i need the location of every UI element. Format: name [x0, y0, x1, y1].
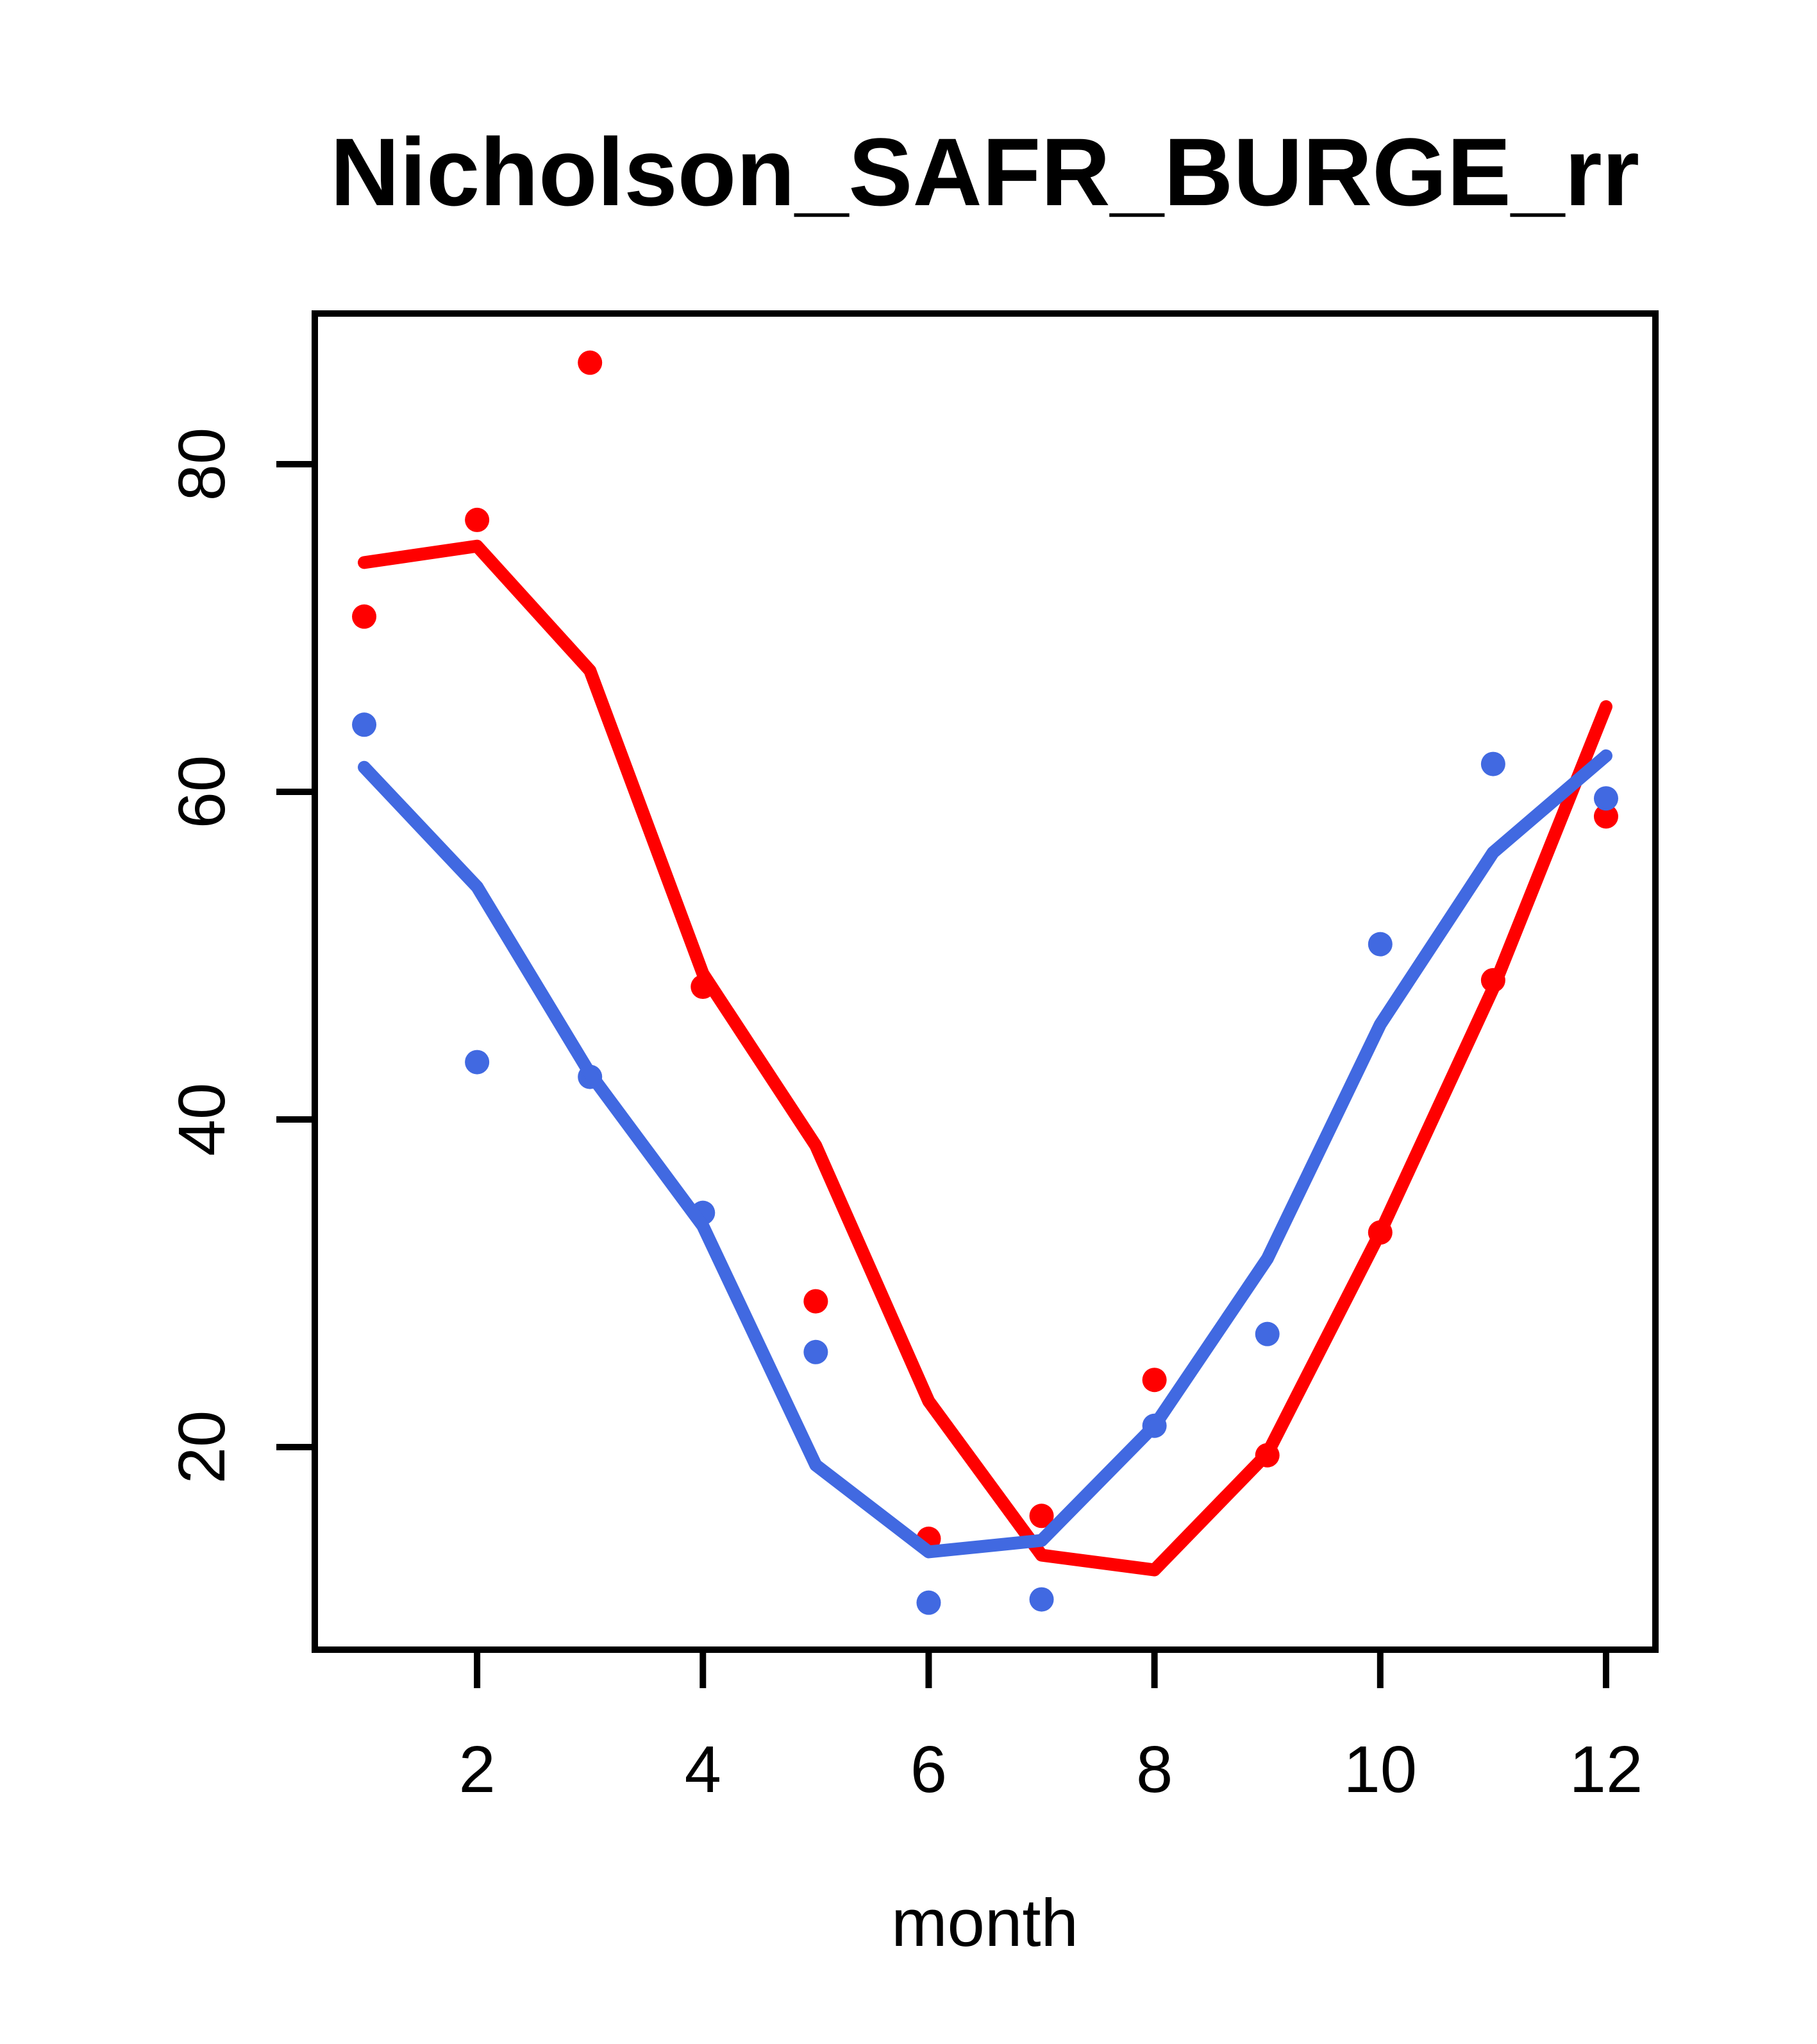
- red-observed-points-point: [352, 604, 377, 629]
- blue-observed-points-point: [916, 1590, 941, 1615]
- plot-border: [312, 310, 1659, 1653]
- blue-fit-line: [358, 749, 1612, 1559]
- blue-observed-points-point: [465, 1050, 490, 1075]
- red-observed-points-point: [578, 350, 603, 375]
- x-tick-label: 10: [1344, 1732, 1418, 1806]
- series-blue-fit-line: [358, 749, 1612, 1559]
- x-tick-label: 12: [1570, 1732, 1643, 1806]
- y-tick-label: 40: [165, 1083, 239, 1157]
- blue-observed-points-point: [1255, 1321, 1280, 1346]
- chart-title: Nicholson_SAFR_BURGE_rr: [330, 118, 1639, 226]
- red-observed-points-point: [1142, 1368, 1167, 1393]
- blue-observed-points-point: [1480, 751, 1505, 776]
- blue-observed-points-point: [1029, 1587, 1054, 1612]
- series-red-fit-line: [358, 539, 1612, 1577]
- y-axis-ticks: [276, 461, 315, 1450]
- blue-observed-points-point: [1368, 932, 1393, 957]
- red-observed-points-point: [465, 507, 490, 532]
- y-tick-label: 60: [165, 755, 239, 829]
- x-tick-label: 2: [458, 1732, 495, 1806]
- red-observed-points-point: [1593, 804, 1618, 829]
- data-series-layer: [352, 350, 1618, 1615]
- y-tick-label: 80: [165, 428, 239, 501]
- y-axis-tick-labels: 20 40 60 80: [165, 428, 239, 1484]
- x-tick-label: 8: [1136, 1732, 1173, 1806]
- blue-observed-points-point: [803, 1339, 828, 1364]
- x-tick-label: 4: [685, 1732, 721, 1806]
- red-observed-points-point: [803, 1289, 828, 1314]
- x-axis-ticks: [474, 1650, 1609, 1688]
- blue-observed-points-point: [352, 712, 377, 737]
- blue-observed-points-point: [1593, 786, 1618, 811]
- x-axis-tick-labels: 2 4 6 8 10 12: [458, 1732, 1643, 1806]
- red-observed-points-point: [1029, 1504, 1054, 1529]
- x-tick-label: 6: [910, 1732, 947, 1806]
- x-axis-title: month: [891, 1886, 1078, 1961]
- red-fit-line: [358, 539, 1612, 1577]
- y-tick-label: 20: [165, 1411, 239, 1484]
